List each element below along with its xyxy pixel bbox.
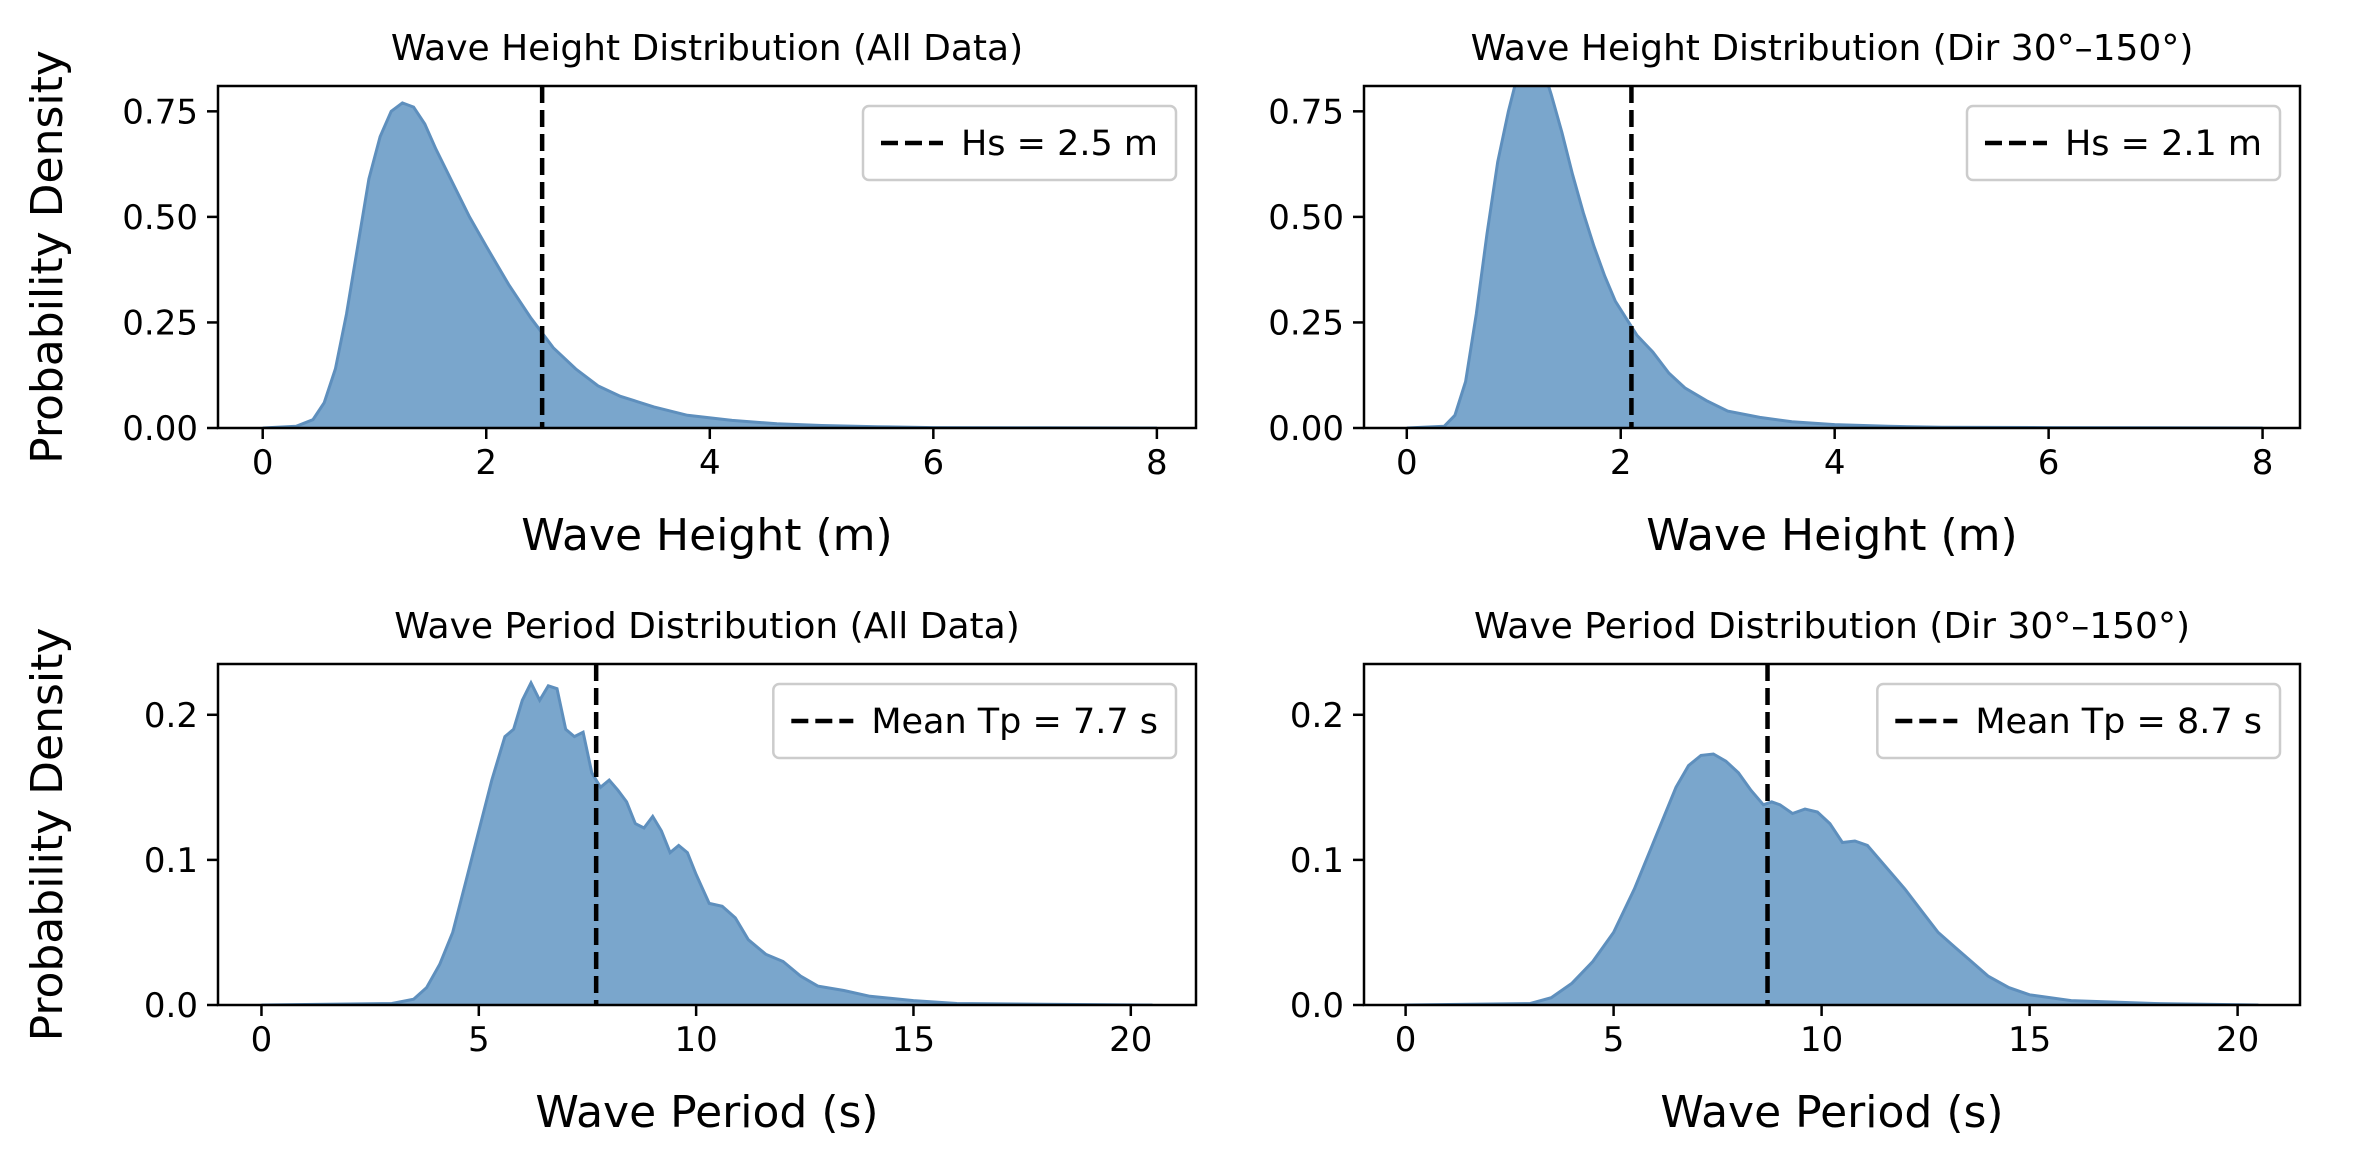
panel-title: Wave Height Distribution (Dir 30°–150°) (1471, 28, 2194, 69)
panel-2: 0 2 4 6 8 0.00 0.25 0.50 0.75 Wave Height Distrib… (1268, 28, 2302, 561)
legend-box (861, 104, 1178, 182)
y-tick-label: 0.0 (1290, 986, 1344, 1026)
legend: Mean Tp = 7.7 s (772, 682, 1178, 760)
legend-label: Hs = 2.5 m (961, 124, 1158, 164)
x-axis-label: Wave Height (m) (521, 510, 892, 561)
x-tick-label: 10 (1800, 1020, 1843, 1060)
legend-box (1965, 104, 2282, 182)
density-line (262, 101, 1157, 428)
x-tick-label: 6 (923, 443, 945, 483)
x-tick-label: 0 (1395, 1020, 1417, 1060)
legend-box (1876, 682, 2282, 760)
x-axis-label: Wave Height (m) (1646, 510, 2017, 561)
y-tick-label: 0.50 (122, 198, 198, 238)
panel-title: Wave Period Distribution (Dir 30°–150°) (1474, 606, 2190, 647)
y-tick-label: 0.1 (1290, 841, 1344, 881)
legend: Mean Tp = 8.7 s (1876, 682, 2282, 760)
x-tick-label: 8 (1146, 443, 1168, 483)
legend: Hs = 2.1 m (1965, 104, 2282, 182)
x-tick-label: 0 (251, 1020, 273, 1060)
legend: Hs = 2.5 m (861, 104, 1178, 182)
x-tick-label: 2 (475, 443, 497, 483)
x-tick-label: 4 (1824, 443, 1846, 483)
y-tick-label: 0.0 (144, 986, 198, 1026)
y-tick-label: 0.75 (1268, 92, 1344, 132)
y-tick-label: 0.00 (122, 409, 198, 449)
density-area (1405, 754, 2259, 1005)
y-tick-label: 0.00 (1268, 409, 1344, 449)
x-tick-label: 20 (1109, 1020, 1152, 1060)
density-line (261, 679, 1153, 1005)
x-tick-label: 15 (892, 1020, 935, 1060)
x-tick-label: 5 (1603, 1020, 1625, 1060)
x-tick-label: 0 (252, 443, 274, 483)
y-tick-label: 0.2 (1290, 696, 1344, 736)
density-area (1406, 86, 2263, 428)
y-tick-label: 0.25 (122, 303, 198, 343)
axes-frame (1362, 662, 2302, 1007)
panel-3: 0 5 10 15 20 0.0 0.1 0.2 Wave Period Distributio… (22, 606, 1198, 1138)
x-tick-label: 8 (2252, 443, 2274, 483)
x-tick-label: 5 (468, 1020, 490, 1060)
x-tick-label: 20 (2216, 1020, 2259, 1060)
x-tick-label: 10 (675, 1020, 718, 1060)
density-area (261, 682, 1153, 1005)
panel-title: Wave Period Distribution (All Data) (394, 606, 1020, 647)
axes-frame (216, 84, 1198, 430)
panel-4: 0 5 10 15 20 0.0 0.1 0.2 Wave Period Distributio… (1290, 606, 2302, 1138)
legend-label: Mean Tp = 8.7 s (1975, 702, 2262, 742)
legend-label: Hs = 2.1 m (2065, 124, 2262, 164)
x-axis-label: Wave Period (s) (1660, 1087, 2003, 1138)
legend-label: Mean Tp = 7.7 s (871, 702, 1158, 742)
x-tick-label: 15 (2008, 1020, 2051, 1060)
y-tick-label: 0.1 (144, 841, 198, 881)
axes-frame (216, 662, 1198, 1007)
legend-box (772, 682, 1178, 760)
axes-frame (1362, 84, 2302, 430)
density-area (262, 102, 1157, 428)
x-axis-label: Wave Period (s) (535, 1087, 878, 1138)
panel-1: 0 2 4 6 8 0.00 0.25 0.50 0.75 Wave Height Distrib… (22, 28, 1198, 561)
x-tick-label: 6 (2038, 443, 2060, 483)
x-tick-label: 0 (1396, 443, 1418, 483)
y-tick-label: 0.25 (1268, 303, 1344, 343)
y-axis-label: Probability Density (22, 50, 73, 464)
panel-title: Wave Height Distribution (All Data) (391, 28, 1023, 69)
density-line (1406, 86, 2263, 428)
density-line (1405, 752, 2259, 1005)
x-tick-label: 4 (699, 443, 721, 483)
y-tick-label: 0.2 (144, 696, 198, 736)
y-axis-label: Probability Density (22, 628, 73, 1042)
y-tick-label: 0.75 (122, 92, 198, 132)
x-tick-label: 2 (1610, 443, 1632, 483)
y-tick-label: 0.50 (1268, 198, 1344, 238)
